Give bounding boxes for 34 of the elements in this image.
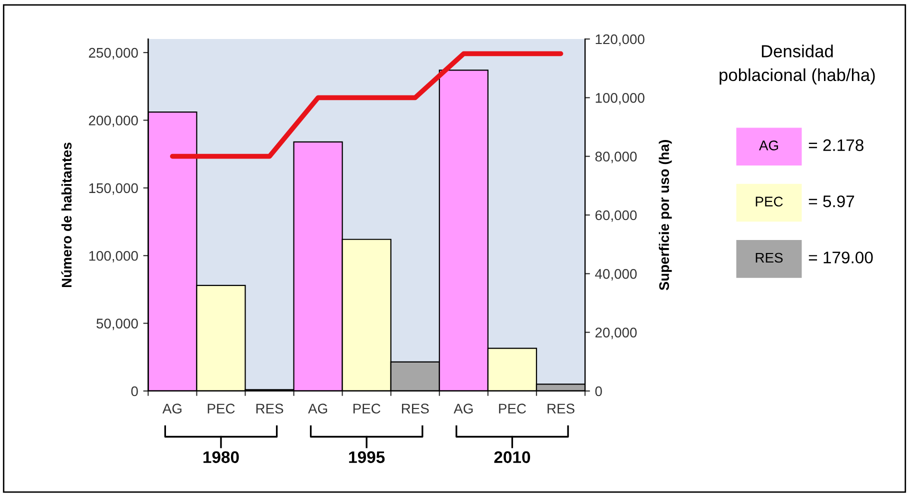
- y2-tick-label: 120,000: [596, 34, 644, 46]
- category-label: RES: [756, 252, 783, 263]
- y-tick-label: 0: [131, 386, 138, 396]
- y-tick-label: 150,000: [89, 183, 138, 195]
- y-tick-label: 50,000: [96, 318, 138, 330]
- y-tick-label: 250,000: [88, 48, 138, 60]
- x-tick-label: PEC: [208, 404, 235, 414]
- y-tick-label: 200,000: [88, 116, 138, 128]
- category-label: PEC: [756, 196, 783, 207]
- text: = 5.97: [808, 195, 854, 208]
- y-tick-label: 100,000: [89, 250, 138, 262]
- text: 2010: [494, 451, 530, 464]
- y2-tick-label: 80,000: [595, 152, 637, 164]
- y-axis-title: Número de habitantes: [61, 142, 72, 287]
- text: 1980: [203, 451, 239, 464]
- y2-tick-label: 20,000: [595, 328, 637, 340]
- x-tick-label: PEC: [499, 404, 526, 414]
- x-tick-label: RES: [548, 404, 574, 414]
- y2-tick-label: 60,000: [595, 210, 637, 222]
- y2-tick-label: 100,000: [596, 93, 644, 104]
- x-tick-label: PEC: [353, 404, 380, 414]
- x-tick-label: AG: [454, 404, 473, 414]
- category-label: AG: [759, 140, 778, 150]
- text: = 2.178: [808, 139, 864, 152]
- x-tick-label: AG: [162, 404, 182, 414]
- x-tick-label: RES: [256, 404, 284, 414]
- text: 1995: [349, 451, 385, 464]
- text: Densidad poblacional (hab/ha): [720, 44, 875, 85]
- x-tick-label: RES: [402, 404, 429, 414]
- x-tick-label: AG: [308, 404, 328, 414]
- text: = 179.00: [808, 252, 873, 264]
- y2-tick-label: 40,000: [595, 269, 637, 280]
- y2-tick-label: 0: [595, 386, 602, 396]
- y2-axis-title: Superficie por uso (ha): [658, 140, 672, 290]
